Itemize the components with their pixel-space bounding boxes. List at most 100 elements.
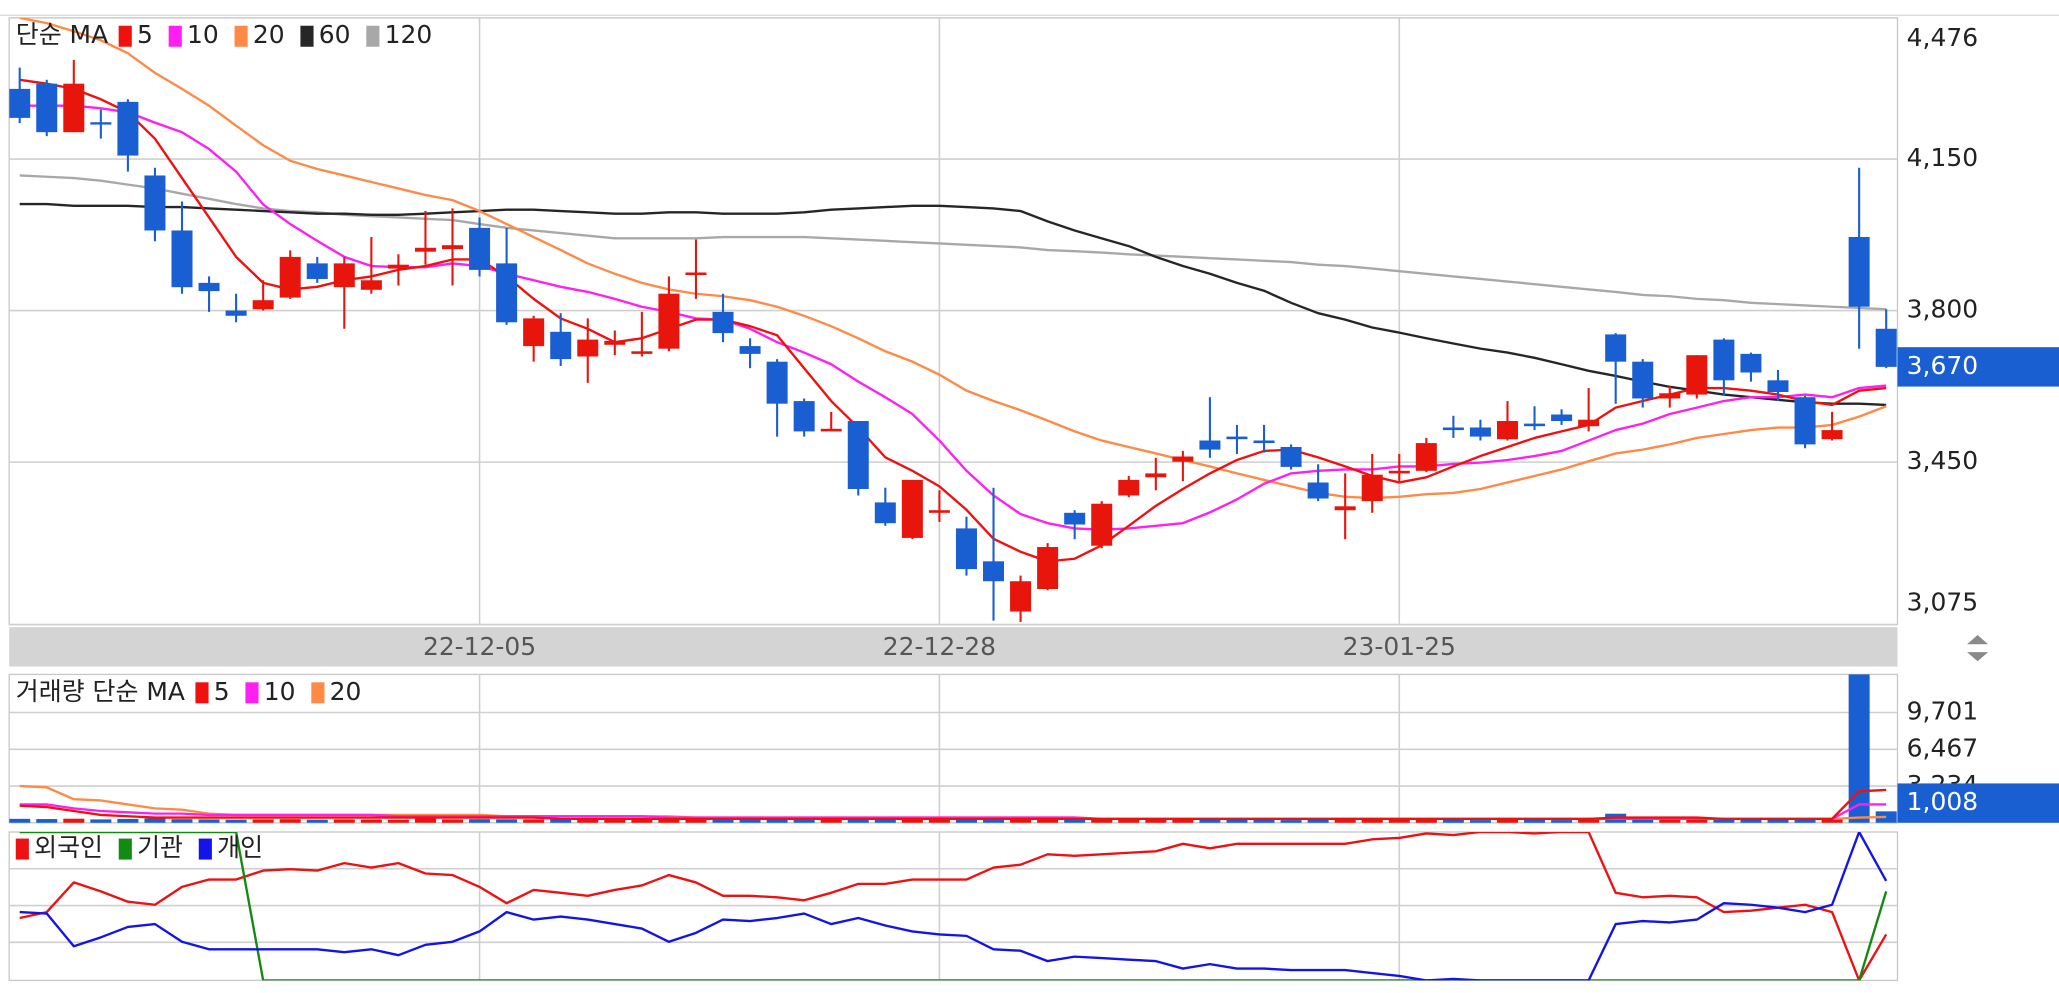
- legend-label: 120: [385, 20, 433, 49]
- volume-bar: [1496, 819, 1518, 823]
- volume-bar: [1551, 820, 1573, 823]
- volume-bar: [1064, 819, 1086, 823]
- legend-label: 5: [137, 20, 153, 49]
- candle-body: [847, 421, 869, 489]
- volume-bar: [1659, 819, 1681, 823]
- line-series: [19, 832, 1888, 981]
- candle-body: [1334, 506, 1356, 511]
- volume-bar: [1686, 819, 1708, 823]
- line-series: [19, 788, 1887, 821]
- y-tick-label: 4,476: [1907, 23, 1978, 52]
- candle-body: [198, 282, 220, 292]
- candle-body: [1713, 339, 1735, 381]
- volume-bar: [9, 818, 31, 823]
- candle-body: [442, 245, 464, 250]
- volume-bar: [144, 818, 166, 823]
- candle-body: [955, 528, 977, 570]
- candle-body: [1469, 427, 1491, 437]
- candle-body: [1172, 456, 1194, 462]
- volume-bar: [1253, 819, 1275, 823]
- volume-bar: [1578, 819, 1600, 823]
- volume-bar: [1740, 819, 1762, 823]
- current-value-box: [1897, 783, 2059, 823]
- y-tick-label: 3,075: [1907, 588, 1978, 617]
- line-series: [19, 78, 1887, 563]
- resize-handle[interactable]: [1967, 635, 1989, 662]
- candle-body: [928, 510, 950, 513]
- candle-body: [387, 264, 409, 269]
- volume-bar: [793, 819, 815, 823]
- line-series: [19, 17, 1887, 500]
- y-tick-label: 6,467: [1907, 733, 1978, 762]
- candle-body: [1524, 423, 1546, 427]
- volume-bar: [577, 819, 599, 823]
- candle-body: [1226, 436, 1248, 440]
- volume-bar: [279, 819, 301, 823]
- volume-bar: [36, 819, 58, 823]
- candle-body: [1632, 361, 1654, 399]
- line-series: [19, 832, 1888, 981]
- volume-bar: [1118, 819, 1140, 823]
- candle-body: [225, 310, 247, 316]
- candle-body: [1199, 440, 1221, 450]
- volume-bar: [1632, 819, 1654, 823]
- background: [0, 7, 2059, 986]
- legend-swatch: [234, 25, 248, 47]
- legend-label: 5: [214, 677, 230, 706]
- candle-body: [1010, 581, 1032, 612]
- volume-bar: [1794, 819, 1816, 823]
- volume-bar: [631, 819, 653, 823]
- candle-body: [739, 346, 761, 354]
- legend-swatch: [168, 25, 182, 47]
- candle-body: [496, 263, 518, 323]
- volume-bar: [496, 819, 518, 823]
- volume-bar: [550, 819, 572, 823]
- volume-bar: [983, 819, 1005, 823]
- x-tick-label: 22-12-28: [883, 632, 996, 661]
- y-tick-label: 9,701: [1907, 697, 1978, 726]
- candle-body: [874, 502, 896, 524]
- volume-bar: [387, 819, 409, 823]
- volume-bar: [1010, 819, 1032, 823]
- candle-body: [1496, 421, 1518, 440]
- candle-body: [414, 247, 436, 252]
- candle-body: [117, 101, 139, 156]
- current-value-box: [1897, 347, 2059, 387]
- candle-body: [1794, 397, 1816, 445]
- volume-bar: [739, 819, 761, 823]
- volume-bar: [685, 819, 707, 823]
- legend-label: 60: [319, 20, 351, 49]
- legend-swatch: [366, 25, 380, 47]
- candle-body: [9, 88, 31, 118]
- candle-body: [550, 331, 572, 360]
- current-value-label: 3,670: [1907, 351, 1978, 380]
- volume-bar: [523, 819, 545, 823]
- volume-bar: [1307, 819, 1329, 823]
- candle-body: [1821, 430, 1843, 440]
- legend-label: 10: [264, 677, 296, 706]
- y-tick-label: 3,800: [1907, 295, 1978, 324]
- legend-label: 20: [253, 20, 285, 49]
- candle-body: [1037, 547, 1059, 590]
- volume-bar: [1821, 819, 1843, 823]
- y-tick-label: 3,450: [1907, 446, 1978, 475]
- candle-body: [36, 83, 58, 133]
- volume-bar: [1415, 819, 1437, 823]
- volume-bar: [1037, 819, 1059, 823]
- line-series: [19, 104, 1887, 531]
- candle-body: [1875, 328, 1897, 367]
- candle-body: [577, 339, 599, 357]
- candle-body: [1091, 503, 1113, 546]
- volume-bar: [1848, 674, 1870, 823]
- candle-body: [1307, 482, 1329, 499]
- volume-bar: [333, 819, 355, 823]
- candle-body: [1551, 414, 1573, 422]
- candle-body: [1253, 440, 1275, 444]
- volume-bar: [1469, 820, 1491, 823]
- candle-body: [983, 561, 1005, 582]
- volume-bar: [117, 818, 139, 823]
- candle-body: [171, 230, 193, 288]
- legend-swatch: [311, 682, 325, 704]
- candle-body: [901, 479, 923, 538]
- candle-body: [1659, 393, 1681, 399]
